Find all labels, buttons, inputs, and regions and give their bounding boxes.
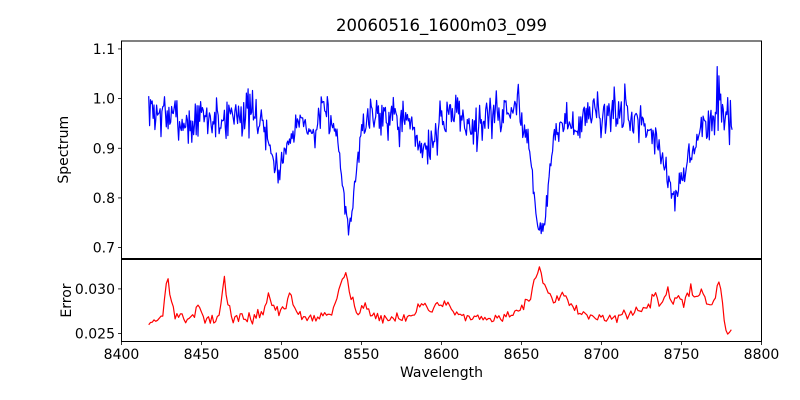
x-tick-label: 8400 bbox=[104, 347, 140, 363]
spectrum-y-tick-label: 0.7 bbox=[93, 241, 115, 257]
x-tick-label: 8450 bbox=[184, 347, 220, 363]
x-tick-label: 8700 bbox=[584, 347, 620, 363]
chart-title: 20060516_1600m03_099 bbox=[336, 16, 547, 36]
spectrum-y-tick-label: 0.9 bbox=[93, 141, 115, 157]
x-axis-label: Wavelength bbox=[400, 365, 483, 381]
error-line bbox=[148, 266, 732, 335]
spectrum-y-tick-label: 1.1 bbox=[93, 42, 115, 58]
spectrum-y-tick-label: 0.8 bbox=[93, 191, 115, 207]
x-tick-label: 8800 bbox=[744, 347, 780, 363]
x-tick-label: 8650 bbox=[504, 347, 540, 363]
error-y-axis-label: Error bbox=[59, 283, 75, 317]
error-panel-frame bbox=[121, 259, 762, 342]
spectrum-y-axis-label: Spectrum bbox=[56, 116, 72, 184]
x-tick-label: 8500 bbox=[264, 347, 300, 363]
error-y-tick-label: 0.030 bbox=[75, 282, 115, 298]
x-tick-label: 8750 bbox=[664, 347, 700, 363]
x-tick-label: 8600 bbox=[424, 347, 460, 363]
spectrum-y-tick-label: 1.0 bbox=[93, 92, 115, 108]
spectrum-line bbox=[148, 65, 733, 236]
x-tick-label: 8550 bbox=[344, 347, 380, 363]
spectrum-panel-frame bbox=[121, 40, 762, 259]
error-y-tick-label: 0.025 bbox=[75, 326, 115, 342]
